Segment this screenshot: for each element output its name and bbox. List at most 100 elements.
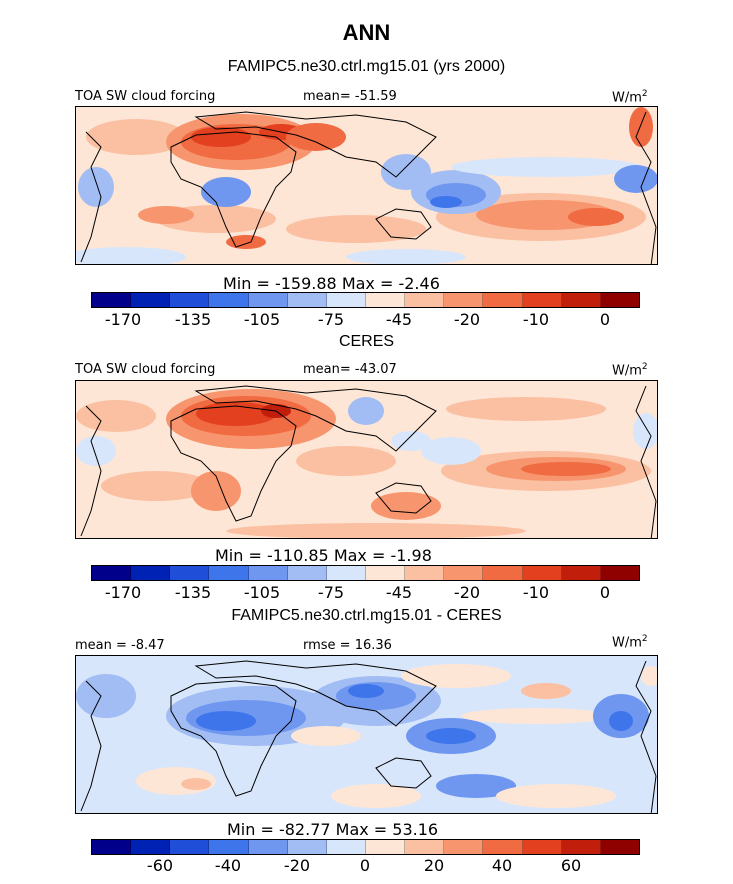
panel-2-title: CERES (338, 333, 395, 350)
p1-blob-sahara-core (191, 127, 251, 147)
panel-1-minmax: Min = -159.88 Max = -2.46 (223, 274, 440, 293)
colorbar-swatch (248, 566, 288, 580)
colorbar-swatch (483, 840, 523, 854)
panel-2-minmax: Min = -110.85 Max = -1.98 (215, 546, 432, 565)
p2-coast-africa (170, 405, 297, 522)
panel-1-units: W/m2 (612, 89, 648, 106)
panel-2-units: W/m2 (612, 362, 648, 379)
panel-1-field-label: TOA SW cloud forcing (75, 89, 216, 104)
colorbar-swatch (131, 840, 171, 854)
p1-blob-maritime-core (430, 196, 462, 208)
p3-blob-s-australia (436, 774, 516, 798)
panel-1-tick: -135 (174, 310, 212, 329)
colorbar-swatch (326, 840, 366, 854)
p1-blob-s-ocean-left (76, 247, 186, 264)
main-title: ANN (342, 20, 391, 45)
panel-1-tick: 0 (599, 310, 611, 329)
panel-3-tick: 60 (560, 856, 582, 875)
colorbar-swatch (444, 293, 484, 307)
p2-coast-americas-west (80, 405, 102, 537)
p2-blob-australia (371, 492, 441, 520)
panel-3-minmax: Min = -82.77 Max = 53.16 (227, 820, 439, 839)
panel-3-tick: -40 (214, 856, 242, 875)
panel-2-tick: -75 (317, 583, 345, 602)
panel-2-tick: 0 (599, 583, 611, 602)
colorbar-swatch (92, 566, 132, 580)
colorbar-swatch (92, 293, 132, 307)
p1-blob-n-atlantic (86, 119, 186, 155)
p2-blob-n-atlantic (76, 400, 156, 432)
p2-blob-indian-ocean (296, 446, 396, 476)
panel-3-units: W/m2 (612, 634, 648, 651)
panel-2-tick: -10 (522, 583, 550, 602)
panel-3-contour-fills (76, 664, 657, 808)
colorbar-swatch (365, 293, 406, 307)
p1-blob-east-edge (629, 107, 653, 147)
p3-blob-n-pacific (401, 664, 511, 688)
p2-blob-west-edge (76, 436, 116, 466)
p3-blob-n-pacific-core (521, 683, 571, 699)
p1-blob-indian-ocean (286, 215, 426, 243)
colorbar-swatch (287, 840, 327, 854)
panel-2-map-svg (76, 381, 657, 538)
colorbar-swatch (561, 840, 601, 854)
panel-2-mean: mean= -43.07 (303, 362, 397, 377)
panel-3-map (75, 655, 658, 814)
p3-blob-itcz (461, 708, 611, 724)
p1-blob-s-pacific-core (568, 208, 624, 226)
colorbar-swatch (170, 566, 210, 580)
p2-coast-eurasia (194, 385, 437, 452)
colorbar-swatch (209, 566, 249, 580)
p3-blob-amazon-core (609, 711, 633, 731)
colorbar-swatch (522, 566, 562, 580)
colorbar-swatch (92, 840, 132, 854)
p3-blob-west (76, 674, 136, 718)
p3-coast-americas-east (635, 660, 657, 813)
colorbar-swatch (209, 293, 249, 307)
panel-2-field-label: TOA SW cloud forcing (75, 362, 216, 377)
p2-blob-east-edge (633, 413, 657, 449)
panel-1-colorbar (91, 292, 640, 308)
colorbar-swatch (483, 293, 523, 307)
panel-1-contour-fills (76, 107, 657, 264)
p3-blob-maritime-core (426, 728, 476, 744)
p2-blob-s-atlantic (101, 471, 211, 501)
panel-1-tick: -10 (522, 310, 550, 329)
colorbar-swatch (405, 840, 445, 854)
p1-blob-west-edge (78, 167, 114, 207)
colorbar-swatch (170, 840, 210, 854)
colorbar-swatch (365, 566, 406, 580)
p1-blob-s-africa (226, 235, 266, 249)
panel-3-tick: 0 (359, 856, 371, 875)
p1-coast-australia (375, 208, 432, 240)
panel-3-tick: 40 (491, 856, 513, 875)
colorbar-swatch (248, 293, 288, 307)
panel-1-tick: -20 (453, 310, 481, 329)
p2-blob-maritime (421, 437, 481, 465)
p3-blob-asia-core (348, 684, 384, 698)
colorbar-swatch (483, 566, 523, 580)
colorbar-swatch (405, 566, 445, 580)
panel-1-tick: -105 (243, 310, 281, 329)
p3-blob-indian-ocean (291, 726, 361, 746)
panel-2-tick: -135 (174, 583, 212, 602)
colorbar-swatch (287, 293, 327, 307)
p3-coast-australia (375, 757, 432, 789)
panel-1-map-svg (76, 107, 657, 264)
panel-1-title: FAMIPC5.ne30.ctrl.mg15.01 (yrs 2000) (227, 58, 506, 75)
colorbar-swatch (561, 293, 601, 307)
colorbar-swatch (600, 293, 639, 307)
p3-blob-s-indian (331, 784, 421, 808)
p2-coast-americas-east (635, 385, 657, 538)
p2-blob-s-pacific-core (521, 462, 611, 476)
p3-coast-eurasia (194, 660, 437, 727)
p3-blob-africa-core (196, 711, 256, 731)
p1-blob-s-atlantic-core (138, 206, 194, 224)
p1-blob-congo (201, 177, 251, 207)
colorbar-swatch (365, 840, 406, 854)
panel-2-colorbar (91, 565, 640, 581)
p2-blob-s-africa (191, 471, 241, 511)
panel-3-coastlines (80, 660, 657, 813)
panel-3-rmse: rmse = 16.36 (303, 638, 392, 653)
panel-3-title: FAMIPC5.ne30.ctrl.mg15.01 - CERES (231, 607, 502, 624)
